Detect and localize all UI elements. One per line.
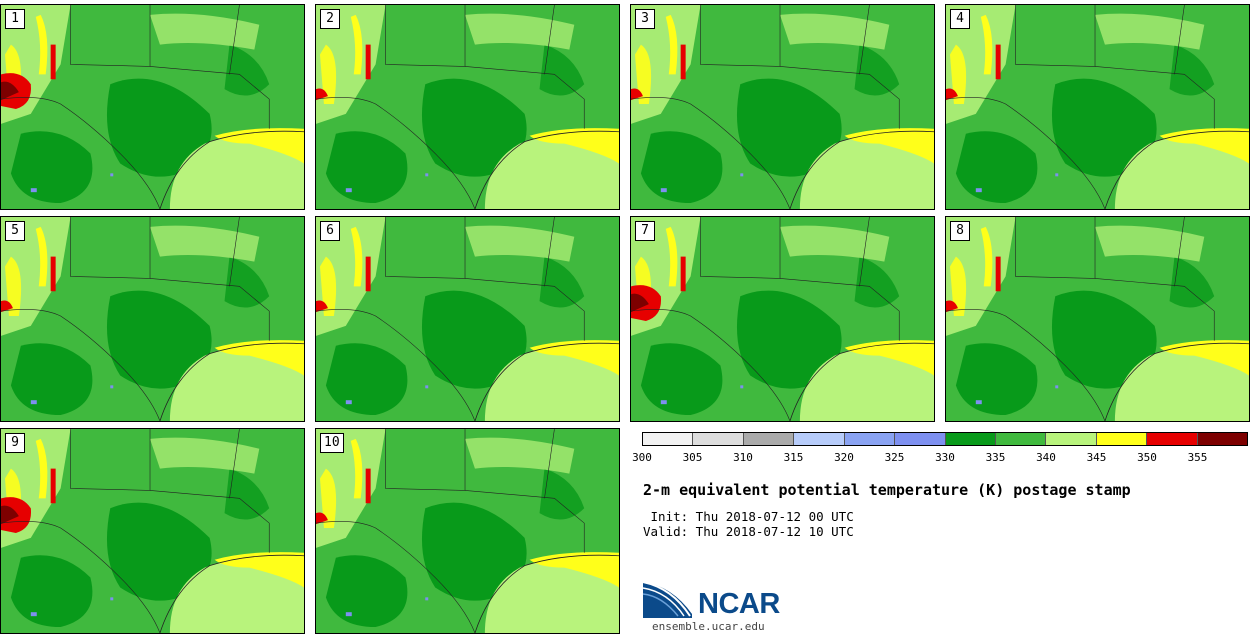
stamp-panel-10: 10 [315,428,620,634]
stamp-number: 6 [320,221,340,241]
color-bar-tick: 315 [783,451,804,464]
stamp-panel-6: 6 [315,216,620,422]
stamp-number: 4 [950,9,970,29]
color-bar-tick: 355 [1187,451,1208,464]
color-bar-segment-2 [743,433,795,445]
stamp-number: 5 [5,221,25,241]
stamp-panel-7: 7 [630,216,935,422]
color-bar-tick: 305 [682,451,703,464]
valid-time: Valid: Thu 2018-07-12 10 UTC [643,524,854,539]
color-bar-tick: 340 [1036,451,1056,464]
stamp-panel-8: 8 [945,216,1250,422]
stamp-panel-1: 1 [0,4,305,210]
ncar-logo-icon [642,581,692,618]
stamp-number: 2 [320,9,340,29]
stamp-number: 9 [5,433,25,453]
stamp-number: 8 [950,221,970,241]
color-bar-tick: 310 [733,451,753,464]
color-bar [642,432,1248,446]
color-bar-segment-1 [693,433,744,445]
theta-e-map [946,5,1249,209]
color-bar-segment-7 [995,433,1047,445]
color-bar-tick: 325 [884,451,905,464]
init-time: Init: Thu 2018-07-12 00 UTC [643,509,854,524]
stamp-number: 7 [635,221,655,241]
color-bar-tick: 335 [985,451,1006,464]
color-bar-tick: 350 [1137,451,1157,464]
stamp-panel-4: 4 [945,4,1250,210]
theta-e-map [1,5,304,209]
stamp-panel-2: 2 [315,4,620,210]
theta-e-map [631,5,934,209]
stamp-number: 3 [635,9,655,29]
theta-e-map [1,217,304,421]
color-bar-segment-10 [1147,433,1198,445]
stamp-panel-5: 5 [0,216,305,422]
color-bar-tick: 320 [834,451,854,464]
color-bar-segment-3 [794,433,845,445]
theta-e-map [316,217,619,421]
color-bar-tick: 300 [632,451,652,464]
color-bar-segment-0 [643,433,694,445]
theta-e-map [316,5,619,209]
color-bar-segment-5 [895,433,946,445]
theta-e-map [946,217,1249,421]
theta-e-map [631,217,934,421]
ncar-logo-text: NCAR [698,588,780,620]
color-bar-segment-6 [945,433,996,445]
ensemble-url: ensemble.ucar.edu [652,620,765,633]
theta-e-map [1,429,304,633]
color-bar-segment-4 [844,433,896,445]
stamp-panel-3: 3 [630,4,935,210]
stamp-number: 1 [5,9,25,29]
color-bar-tick: 345 [1086,451,1107,464]
stamp-number: 10 [320,433,344,453]
color-bar-segment-11 [1197,433,1248,445]
color-bar-segment-9 [1096,433,1148,445]
color-bar-tick: 330 [935,451,955,464]
figure-title: 2-m equivalent potential temperature (K)… [643,481,1131,499]
color-bar-segment-8 [1046,433,1097,445]
theta-e-map [316,429,619,633]
stamp-panel-9: 9 [0,428,305,634]
